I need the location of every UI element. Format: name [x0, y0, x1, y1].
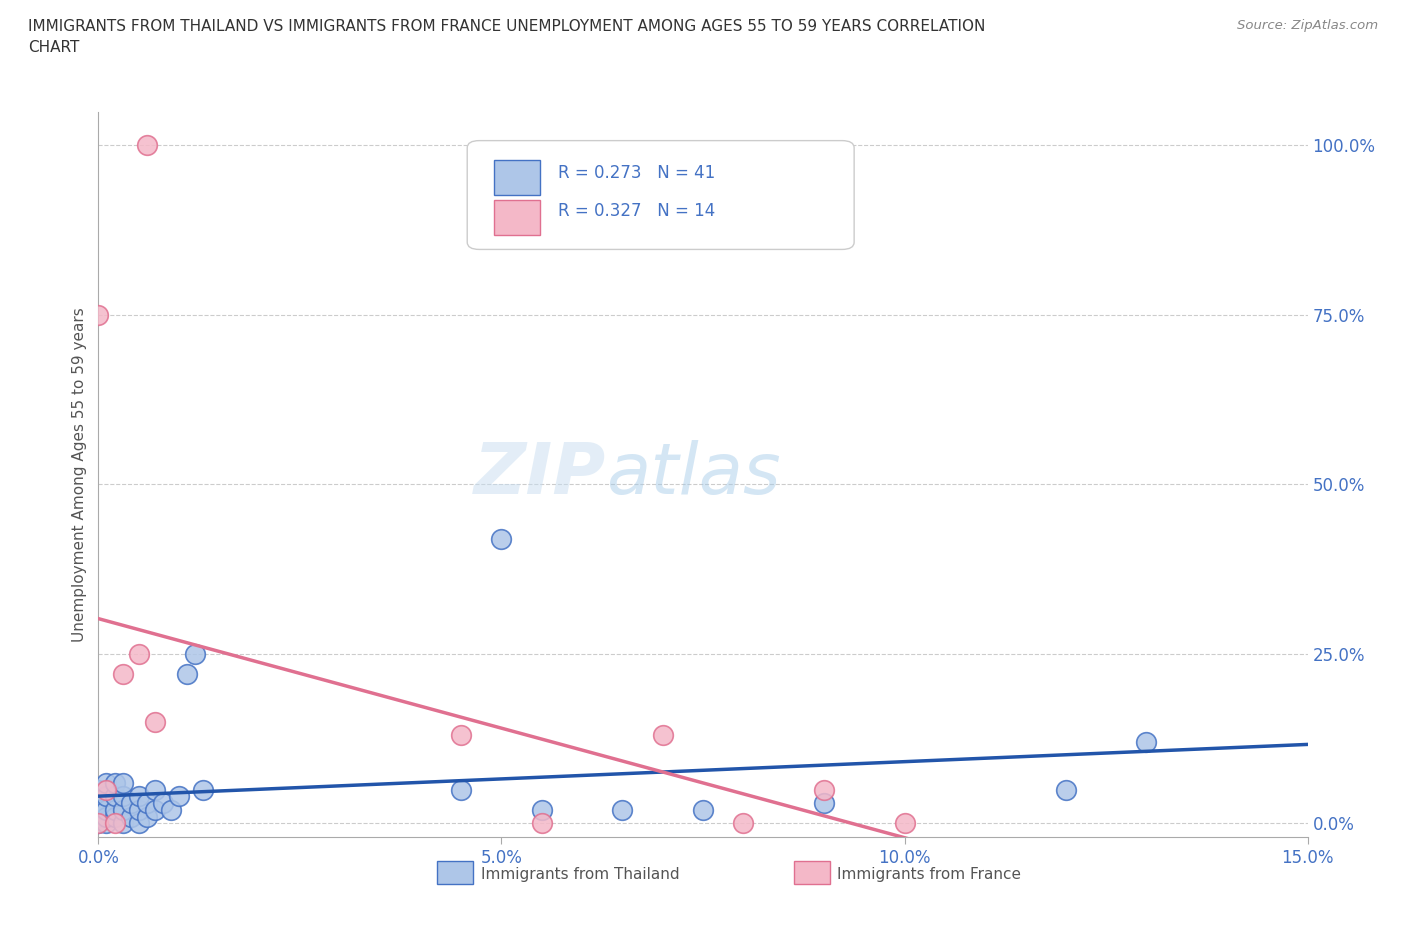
- Point: [128, 789, 150, 804]
- Text: Source: ZipAtlas.com: Source: ZipAtlas.com: [1237, 19, 1378, 32]
- Point: [96, 776, 118, 790]
- Text: R = 0.327   N = 14: R = 0.327 N = 14: [558, 203, 716, 220]
- Point: [128, 803, 150, 817]
- Point: [530, 803, 553, 817]
- FancyBboxPatch shape: [494, 200, 540, 235]
- Point: [103, 803, 125, 817]
- Point: [96, 789, 118, 804]
- Point: [103, 776, 125, 790]
- Point: [612, 803, 634, 817]
- Point: [651, 728, 673, 743]
- Text: IMMIGRANTS FROM THAILAND VS IMMIGRANTS FROM FRANCE UNEMPLOYMENT AMONG AGES 55 TO: IMMIGRANTS FROM THAILAND VS IMMIGRANTS F…: [28, 19, 986, 55]
- Point: [1054, 782, 1077, 797]
- Point: [111, 776, 134, 790]
- Point: [111, 816, 134, 830]
- Point: [491, 531, 513, 546]
- Point: [135, 796, 157, 811]
- Point: [176, 667, 198, 682]
- Text: atlas: atlas: [606, 440, 780, 509]
- FancyBboxPatch shape: [467, 140, 855, 249]
- Point: [1135, 735, 1157, 750]
- Point: [96, 782, 118, 797]
- Point: [184, 646, 207, 661]
- Text: Immigrants from Thailand: Immigrants from Thailand: [481, 867, 679, 883]
- Text: Immigrants from France: Immigrants from France: [837, 867, 1021, 883]
- Text: ZIP: ZIP: [474, 440, 606, 509]
- Point: [120, 796, 142, 811]
- Point: [87, 803, 110, 817]
- Point: [143, 803, 166, 817]
- Point: [111, 667, 134, 682]
- Point: [87, 816, 110, 830]
- Point: [87, 308, 110, 323]
- Point: [813, 796, 835, 811]
- Point: [103, 789, 125, 804]
- Point: [692, 803, 714, 817]
- Y-axis label: Unemployment Among Ages 55 to 59 years: Unemployment Among Ages 55 to 59 years: [72, 307, 87, 642]
- Point: [530, 816, 553, 830]
- Point: [111, 803, 134, 817]
- Point: [167, 789, 190, 804]
- Point: [143, 782, 166, 797]
- Point: [103, 809, 125, 824]
- Point: [135, 138, 157, 153]
- Point: [87, 782, 110, 797]
- Point: [135, 809, 157, 824]
- Point: [143, 714, 166, 729]
- Point: [87, 809, 110, 824]
- Point: [160, 803, 183, 817]
- Point: [96, 809, 118, 824]
- Point: [733, 816, 755, 830]
- Point: [450, 728, 472, 743]
- Point: [103, 816, 125, 830]
- Point: [96, 816, 118, 830]
- Point: [893, 816, 915, 830]
- Point: [128, 816, 150, 830]
- Point: [87, 796, 110, 811]
- Point: [813, 782, 835, 797]
- Point: [152, 796, 174, 811]
- FancyBboxPatch shape: [793, 861, 830, 884]
- Point: [193, 782, 215, 797]
- Point: [111, 789, 134, 804]
- FancyBboxPatch shape: [437, 861, 474, 884]
- Point: [128, 646, 150, 661]
- Point: [87, 816, 110, 830]
- Point: [96, 803, 118, 817]
- Point: [120, 809, 142, 824]
- Text: R = 0.273   N = 41: R = 0.273 N = 41: [558, 164, 716, 182]
- Point: [450, 782, 472, 797]
- FancyBboxPatch shape: [494, 160, 540, 195]
